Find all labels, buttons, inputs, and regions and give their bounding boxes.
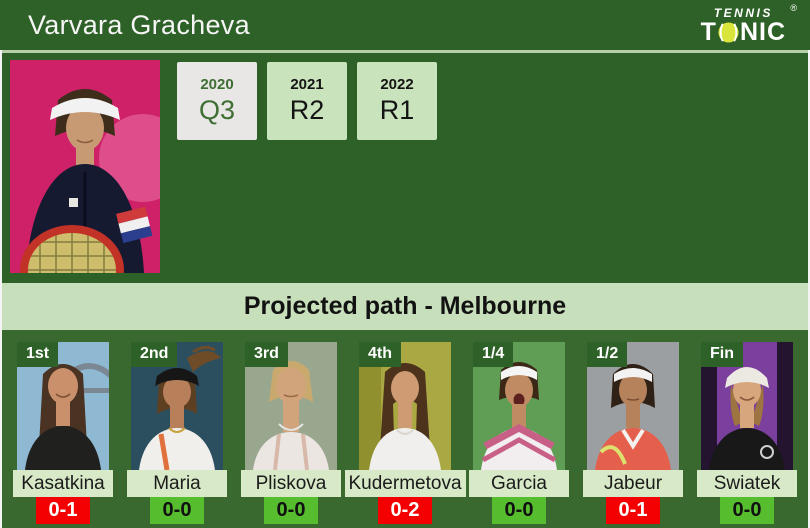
- logo-tennis-text: TENNIS: [713, 6, 773, 20]
- results-by-year: 2020 Q3 2021 R2 2022 R1: [177, 62, 437, 140]
- opponent-name: Kasatkina: [13, 470, 113, 497]
- stage-label: 1/2: [587, 342, 628, 367]
- opponent-photo: 1/4: [473, 342, 565, 470]
- h2h-badge: 0-0: [149, 497, 205, 524]
- right-page-edge: [808, 50, 810, 528]
- stage-label: 2nd: [131, 342, 178, 367]
- stage-label: 3rd: [245, 342, 288, 367]
- opponent-photo: Fin: [701, 342, 793, 470]
- header-divider: [0, 50, 810, 53]
- opponent-photo: 1/2: [587, 342, 679, 470]
- opponent-card-kudermetova: 4th Kudermetova 0-2: [344, 342, 466, 524]
- stage-label: 1/4: [473, 342, 514, 367]
- year-box-2022: 2022 R1: [357, 62, 437, 140]
- opponent-name: Swiatek: [697, 470, 797, 497]
- logo-t: T: [700, 18, 717, 46]
- opponent-card-jabeur: 1/2 Jabeur 0-1: [582, 342, 684, 524]
- h2h-badge: 0-2: [377, 497, 433, 524]
- stage-label: 4th: [359, 342, 401, 367]
- opponent-card-swiatek: Fin Swiatek 0-0: [696, 342, 798, 524]
- opponent-name: Garcia: [469, 470, 569, 497]
- year-box-2021: 2021 R2: [267, 62, 347, 140]
- h2h-badge: 0-0: [491, 497, 547, 524]
- section-band: Projected path - Melbourne: [0, 283, 810, 330]
- year-label: 2021: [290, 76, 324, 93]
- logo-nic: NIC: [739, 18, 786, 46]
- tennis-tonic-logo: TENNIS T NIC ®: [700, 3, 797, 46]
- opponent-card-garcia: 1/4 Garcia 0-0: [468, 342, 570, 524]
- profile-section: 2020 Q3 2021 R2 2022 R1: [0, 53, 810, 283]
- stage-label: Fin: [701, 342, 743, 367]
- h2h-badge: 0-1: [605, 497, 661, 524]
- round-label: R1: [379, 95, 415, 125]
- year-box-2020: 2020 Q3: [177, 62, 257, 140]
- page-title: Varvara Gracheva: [28, 9, 250, 40]
- opponent-card-pliskova: 3rd Pliskova 0-0: [240, 342, 342, 524]
- left-page-edge: [0, 50, 2, 528]
- h2h-badge: 0-0: [719, 497, 775, 524]
- registered-mark: ®: [790, 3, 797, 13]
- opponent-name: Pliskova: [241, 470, 341, 497]
- year-label: 2020: [200, 76, 234, 93]
- h2h-badge: 0-1: [35, 497, 91, 524]
- round-label: R2: [289, 95, 325, 125]
- opponent-name: Jabeur: [583, 470, 683, 497]
- header: Varvara Gracheva TENNIS T NIC ®: [0, 0, 810, 50]
- stage-label: 1st: [17, 342, 59, 367]
- h2h-badge: 0-0: [263, 497, 319, 524]
- tennis-ball-icon: [718, 22, 739, 43]
- opponent-name: Maria: [127, 470, 227, 497]
- opponent-cards: 1st Kasatkina 0-1: [0, 330, 810, 524]
- opponent-photo: 4th: [359, 342, 451, 470]
- opponent-card-kasatkina: 1st Kasatkina 0-1: [12, 342, 114, 524]
- player-photo: [10, 60, 160, 273]
- opponent-card-maria: 2nd Maria 0-0: [126, 342, 228, 524]
- projected-path-section: 1st Kasatkina 0-1: [0, 330, 810, 528]
- section-heading: Projected path - Melbourne: [243, 292, 567, 320]
- opponent-photo: 1st: [17, 342, 109, 470]
- opponent-photo: 3rd: [245, 342, 337, 470]
- year-label: 2022: [380, 76, 414, 93]
- round-label: Q3: [198, 95, 236, 125]
- opponent-photo: 2nd: [131, 342, 223, 470]
- opponent-name: Kudermetova: [344, 470, 466, 497]
